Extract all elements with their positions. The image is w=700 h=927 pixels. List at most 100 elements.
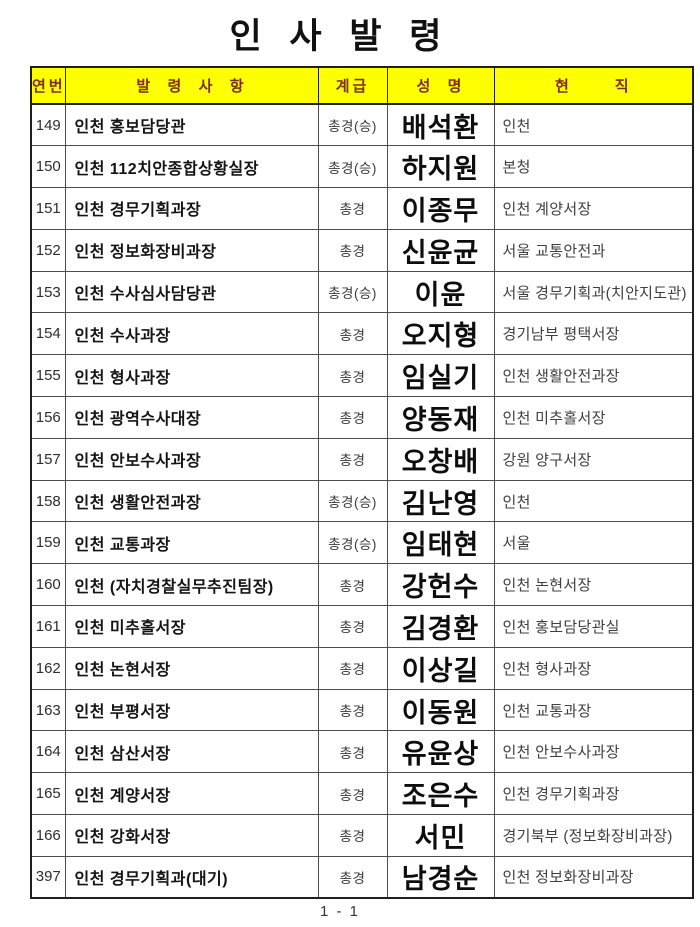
cell-assignment: 인천 광역수사대장 bbox=[64, 396, 319, 439]
table-row: 150 인천 112치안종합상황실장 총경(승) 하지원 본청 bbox=[30, 145, 694, 189]
table-row: 152 인천 정보화장비과장 총경 신윤균 서울 교통안전과 bbox=[30, 228, 694, 272]
cell-assignment: 인천 안보수사과장 bbox=[64, 437, 319, 481]
cell-position: 인천 bbox=[493, 103, 694, 147]
cell-name: 임실기 bbox=[386, 354, 495, 398]
table-row: 151 인천 경무기획과장 총경 이종무 인천 계양서장 bbox=[30, 187, 694, 230]
cell-rank: 총경 bbox=[317, 605, 388, 648]
cell-no: 164 bbox=[30, 730, 66, 774]
cell-position: 인천 경무기획과장 bbox=[493, 772, 694, 816]
column-header-rank: 계급 bbox=[317, 66, 388, 105]
table-row: 155 인천 형사과장 총경 임실기 인천 생활안전과장 bbox=[30, 354, 694, 398]
cell-name: 이윤 bbox=[386, 270, 495, 314]
cell-no: 150 bbox=[30, 145, 66, 189]
cell-name: 오지형 bbox=[386, 312, 495, 356]
cell-assignment: 인천 미추홀서장 bbox=[64, 605, 319, 648]
table-row: 159 인천 교통과장 총경(승) 임태현 서울 bbox=[30, 521, 694, 565]
cell-assignment: 인천 경무기획과(대기) bbox=[64, 855, 319, 899]
cell-no: 159 bbox=[30, 521, 66, 565]
cell-rank: 총경(승) bbox=[317, 145, 388, 189]
cell-no: 151 bbox=[30, 187, 66, 230]
table-row: 162 인천 논현서장 총경 이상길 인천 형사과장 bbox=[30, 646, 694, 690]
cell-assignment: 인천 경무기획과장 bbox=[64, 187, 319, 230]
cell-position: 경기남부 평택서장 bbox=[493, 312, 694, 356]
table-row: 156 인천 광역수사대장 총경 양동재 인천 미추홀서장 bbox=[30, 396, 694, 439]
table-row: 161 인천 미추홀서장 총경 김경환 인천 홍보담당관실 bbox=[30, 605, 694, 648]
cell-name: 이동원 bbox=[386, 688, 495, 732]
cell-position: 인천 안보수사과장 bbox=[493, 730, 694, 774]
cell-name: 김경환 bbox=[386, 605, 495, 648]
table-row: 164 인천 삼산서장 총경 유윤상 인천 안보수사과장 bbox=[30, 730, 694, 774]
cell-name: 김난영 bbox=[386, 479, 495, 523]
cell-assignment: 인천 계양서장 bbox=[64, 772, 319, 816]
cell-position: 서울 bbox=[493, 521, 694, 565]
cell-no: 149 bbox=[30, 103, 66, 147]
cell-rank: 총경 bbox=[317, 855, 388, 899]
table-row: 166 인천 강화서장 총경 서민 경기북부 (정보화장비과장) bbox=[30, 814, 694, 857]
cell-name: 임태현 bbox=[386, 521, 495, 565]
table-row: 160 인천 (자치경찰실무추진팀장) 총경 강헌수 인천 논현서장 bbox=[30, 563, 694, 607]
cell-assignment: 인천 부평서장 bbox=[64, 688, 319, 732]
cell-name: 유윤상 bbox=[386, 730, 495, 774]
cell-rank: 총경 bbox=[317, 228, 388, 272]
table-row: 154 인천 수사과장 총경 오지형 경기남부 평택서장 bbox=[30, 312, 694, 356]
cell-no: 152 bbox=[30, 228, 66, 272]
cell-rank: 총경 bbox=[317, 312, 388, 356]
page-title: 인 사 발 령 bbox=[229, 17, 451, 56]
cell-assignment: 인천 홍보담당관 bbox=[64, 103, 319, 147]
cell-name: 이상길 bbox=[386, 646, 495, 690]
cell-no: 397 bbox=[30, 855, 66, 899]
table-row: 163 인천 부평서장 총경 이동원 인천 교통과장 bbox=[30, 688, 694, 732]
cell-name: 강헌수 bbox=[386, 563, 495, 607]
cell-assignment: 인천 형사과장 bbox=[64, 354, 319, 398]
cell-no: 154 bbox=[30, 312, 66, 356]
cell-rank: 총경 bbox=[317, 646, 388, 690]
cell-rank: 총경 bbox=[317, 354, 388, 398]
cell-name: 조은수 bbox=[386, 772, 495, 816]
cell-position: 인천 bbox=[493, 479, 694, 523]
cell-rank: 총경(승) bbox=[317, 270, 388, 314]
cell-no: 163 bbox=[30, 688, 66, 732]
cell-rank: 총경 bbox=[317, 730, 388, 774]
table-row: 157 인천 안보수사과장 총경 오창배 강원 양구서장 bbox=[30, 437, 694, 481]
cell-rank: 총경 bbox=[317, 187, 388, 230]
column-header-no: 연번 bbox=[30, 66, 66, 105]
cell-rank: 총경(승) bbox=[317, 103, 388, 147]
cell-position: 인천 논현서장 bbox=[493, 563, 694, 607]
table-row: 397 인천 경무기획과(대기) 총경 남경순 인천 정보화장비과장 bbox=[30, 855, 694, 899]
cell-name: 남경순 bbox=[386, 855, 495, 899]
column-header-position: 현 직 bbox=[493, 66, 694, 105]
cell-rank: 총경(승) bbox=[317, 479, 388, 523]
table-row: 158 인천 생활안전과장 총경(승) 김난영 인천 bbox=[30, 479, 694, 523]
cell-rank: 총경 bbox=[317, 396, 388, 439]
cell-assignment: 인천 수사심사담당관 bbox=[64, 270, 319, 314]
cell-position: 인천 정보화장비과장 bbox=[493, 855, 694, 899]
cell-no: 165 bbox=[30, 772, 66, 816]
cell-position: 서울 교통안전과 bbox=[493, 228, 694, 272]
cell-assignment: 인천 교통과장 bbox=[64, 521, 319, 565]
cell-position: 인천 계양서장 bbox=[493, 187, 694, 230]
cell-assignment: 인천 생활안전과장 bbox=[64, 479, 319, 523]
column-header-assignment: 발 령 사 항 bbox=[64, 66, 319, 105]
cell-no: 160 bbox=[30, 563, 66, 607]
cell-position: 인천 교통과장 bbox=[493, 688, 694, 732]
cell-position: 인천 생활안전과장 bbox=[493, 354, 694, 398]
cell-position: 본청 bbox=[493, 145, 694, 189]
cell-name: 배석환 bbox=[386, 103, 495, 147]
cell-position: 인천 홍보담당관실 bbox=[493, 605, 694, 648]
cell-name: 오창배 bbox=[386, 437, 495, 481]
cell-rank: 총경 bbox=[317, 563, 388, 607]
cell-rank: 총경 bbox=[317, 688, 388, 732]
cell-assignment: 인천 112치안종합상황실장 bbox=[64, 145, 319, 189]
cell-rank: 총경 bbox=[317, 437, 388, 481]
table-row: 165 인천 계양서장 총경 조은수 인천 경무기획과장 bbox=[30, 772, 694, 816]
cell-assignment: 인천 논현서장 bbox=[64, 646, 319, 690]
cell-no: 162 bbox=[30, 646, 66, 690]
cell-rank: 총경 bbox=[317, 772, 388, 816]
cell-position: 경기북부 (정보화장비과장) bbox=[493, 814, 694, 857]
cell-name: 서민 bbox=[386, 814, 495, 857]
table-body: 149 인천 홍보담당관 총경(승) 배석환 인천 150 인천 112치안종합상황실장 총경… bbox=[30, 103, 694, 899]
page-number: 1 - 1 bbox=[319, 903, 360, 920]
cell-rank: 총경 bbox=[317, 814, 388, 857]
